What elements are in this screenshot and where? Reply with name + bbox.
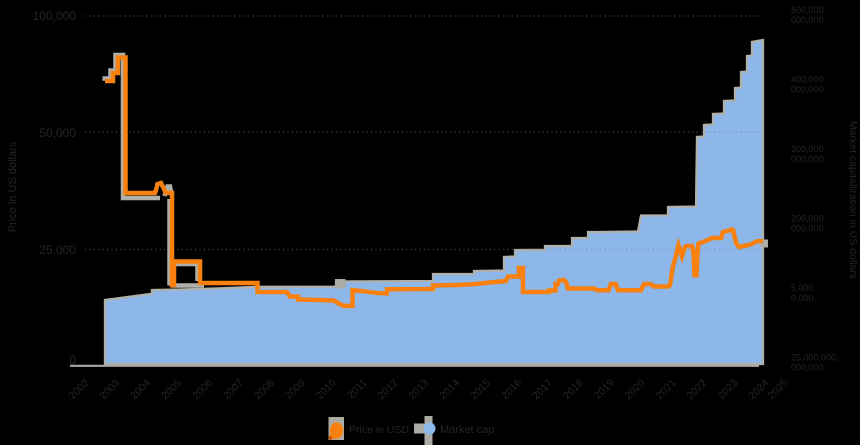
svg-text:000,000: 000,000 [791, 224, 824, 234]
svg-text:5,000: 5,000 [791, 283, 814, 293]
svg-text:Price in US dollars: Price in US dollars [7, 141, 19, 232]
svg-text:25,000,000,: 25,000,000, [791, 353, 839, 363]
svg-text:Market capitalization in US do: Market capitalization in US dollars [847, 121, 859, 279]
svg-text:Market cap: Market cap [440, 424, 494, 436]
svg-text:000,000: 000,000 [791, 154, 824, 164]
svg-text:200,000: 200,000 [791, 214, 824, 224]
svg-text:Price in USD: Price in USD [349, 424, 410, 436]
svg-text:25,000: 25,000 [39, 243, 76, 257]
svg-text:0: 0 [69, 353, 76, 367]
svg-text:000,000: 000,000 [791, 85, 824, 95]
svg-text:0,000: 0,000 [791, 293, 814, 303]
svg-text:000,000: 000,000 [791, 15, 824, 25]
svg-text:100,000: 100,000 [33, 9, 77, 23]
svg-text:000,000: 000,000 [791, 363, 824, 373]
svg-text:300,000: 300,000 [791, 144, 824, 154]
svg-text:500,000: 500,000 [791, 5, 824, 15]
svg-text:50,000: 50,000 [39, 126, 76, 140]
svg-text:400,000: 400,000 [791, 75, 824, 85]
